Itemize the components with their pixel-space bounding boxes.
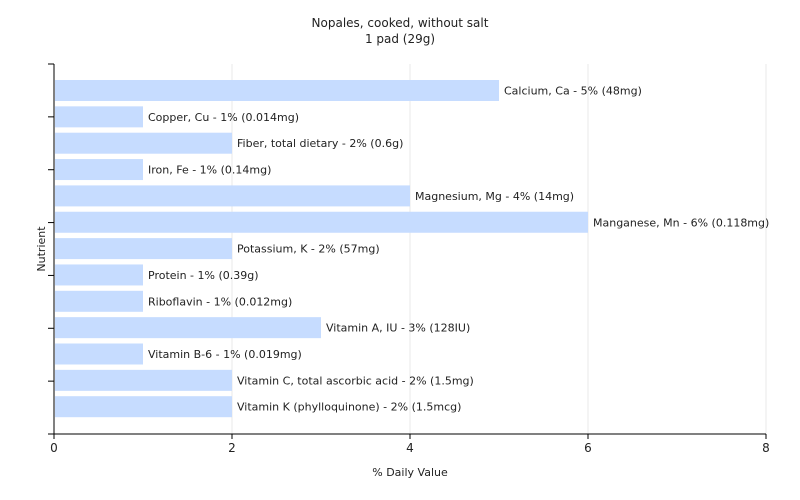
bar — [55, 211, 588, 233]
bar-label: Magnesium, Mg - 4% (14mg) — [415, 190, 574, 203]
x-axis-title: % Daily Value — [372, 466, 448, 479]
bar — [55, 159, 143, 181]
bar — [55, 185, 410, 207]
x-tick-label: 6 — [584, 441, 592, 455]
bar-label: Vitamin B-6 - 1% (0.019mg) — [148, 348, 302, 361]
bar — [55, 106, 143, 128]
y-axis-title: Nutrient — [35, 226, 48, 272]
bar — [55, 80, 499, 101]
x-tick-label: 4 — [406, 441, 414, 455]
bar-label: Riboflavin - 1% (0.012mg) — [148, 295, 292, 308]
x-tick-label: 2 — [228, 441, 236, 455]
bar-label: Vitamin A, IU - 3% (128IU) — [326, 322, 470, 335]
bar — [55, 343, 143, 365]
bar — [55, 132, 232, 154]
bar-label: Vitamin K (phylloquinone) - 2% (1.5mcg) — [237, 401, 461, 414]
bar-label: Protein - 1% (0.39g) — [148, 269, 259, 282]
bar — [55, 317, 321, 339]
bar — [55, 290, 143, 312]
bar — [55, 396, 232, 418]
axes-group: 0 2 4 6 8 — [48, 63, 770, 455]
bars-group: Calcium, Ca - 5% (48mg) Copper, Cu - 1% (… — [55, 80, 769, 418]
bar — [55, 238, 232, 260]
bar-label: Iron, Fe - 1% (0.14mg) — [148, 164, 271, 177]
bar-label: Calcium, Ca - 5% (48mg) — [504, 85, 642, 98]
bar — [55, 264, 143, 286]
chart-subtitle-text: 1 pad (29g) — [364, 32, 436, 46]
x-tick-label: 8 — [762, 441, 770, 455]
bar-label: Copper, Cu - 1% (0.014mg) — [148, 111, 299, 124]
bar-label: Manganese, Mn - 6% (0.118mg) — [593, 216, 769, 229]
bar — [55, 369, 232, 391]
x-tick-label: 0 — [50, 441, 58, 455]
bar-label: Potassium, K - 2% (57mg) — [237, 243, 380, 256]
bar-label: Vitamin C, total ascorbic acid - 2% (1.5… — [237, 374, 474, 387]
chart-title-text: Nopales, cooked, without salt — [311, 16, 489, 30]
chart-title: Nopales, cooked, without salt 1 pad (29g… — [0, 15, 800, 47]
bar-label: Fiber, total dietary - 2% (0.6g) — [237, 137, 403, 150]
